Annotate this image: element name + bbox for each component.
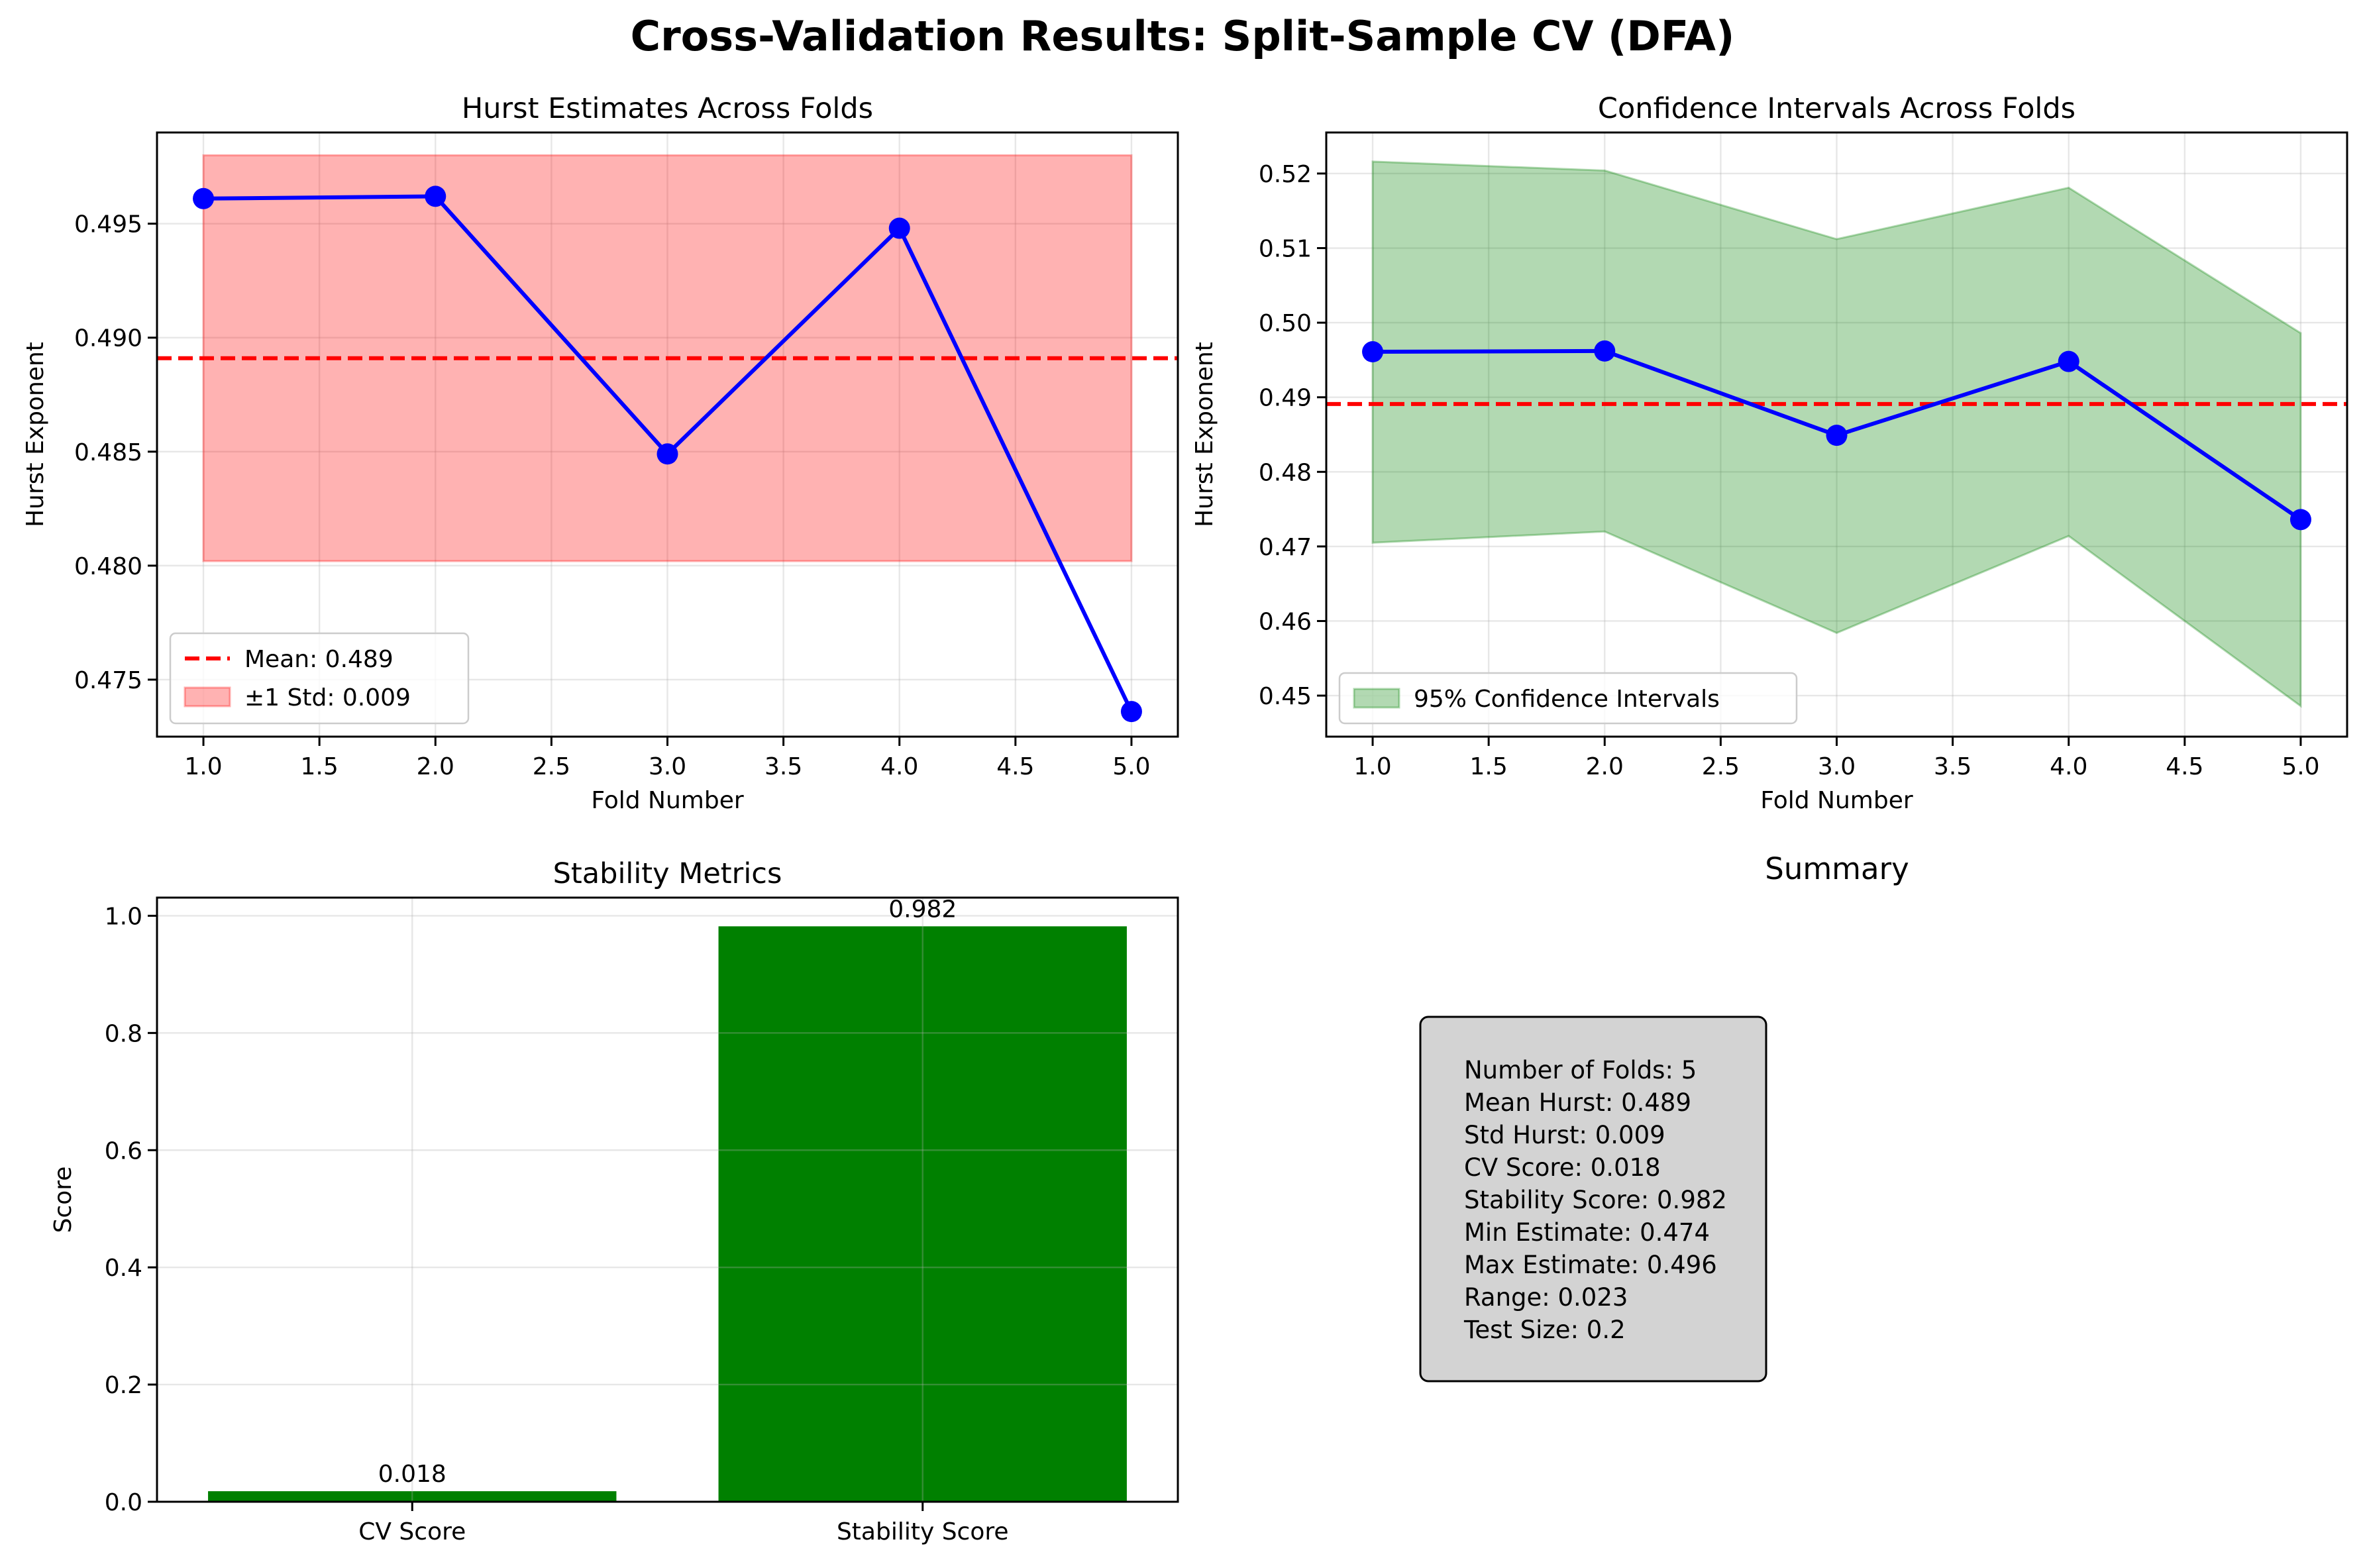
x-tick-label: 4.5	[996, 753, 1034, 780]
data-point	[1362, 341, 1384, 363]
x-tick-label: 3.5	[1934, 753, 1971, 780]
x-tick-label: 3.0	[1818, 753, 1856, 780]
y-axis-label: Score	[50, 1167, 77, 1233]
summary-line: Stability Score: 0.982	[1464, 1186, 1727, 1214]
y-tick-label: 0.47	[1259, 534, 1312, 561]
summary-lines: Number of Folds: 5 Mean Hurst: 0.489 Std H…	[1463, 1056, 1727, 1344]
y-tick-label: 0.45	[1259, 683, 1312, 710]
legend: Mean: 0.489 ±1 Std: 0.009	[169, 632, 470, 725]
x-tick-label: 4.0	[2050, 753, 2087, 780]
x-tick-label: 1.0	[184, 753, 222, 780]
stability-metrics-panel: 0.018 0.982 Stability Metrics CV Score Stabi…	[50, 857, 1179, 1545]
x-axis-label: Fold Number	[1760, 787, 1913, 814]
y-tick-label: 0.490	[74, 325, 142, 352]
y-tick-label: 0.51	[1259, 236, 1312, 263]
legend-box	[1338, 672, 1798, 725]
y-tick-label: 0.52	[1259, 161, 1312, 188]
axes-title: Confidence Intervals Across Folds	[1598, 92, 2076, 125]
x-tick-label: 4.0	[880, 753, 918, 780]
legend-entry-label: 95% Confidence Intervals	[1414, 686, 1720, 713]
axes-title: Stability Metrics	[553, 857, 782, 890]
data-point	[1594, 340, 1616, 362]
y-tick-label: 0.46	[1259, 608, 1312, 635]
confidence-intervals-panel: Confidence Intervals Across Folds 1.0 1.5 2…	[1191, 92, 2348, 814]
data-point	[657, 443, 678, 465]
x-tick-label: 4.5	[2166, 753, 2203, 780]
bar-value-label: 0.982	[888, 896, 957, 923]
y-tick-label: 0.480	[74, 553, 142, 580]
legend-band-swatch	[184, 686, 231, 707]
y-tick-label: 0.0	[105, 1489, 142, 1516]
y-tick-label: 0.6	[105, 1137, 142, 1165]
summary-line: Mean Hurst: 0.489	[1464, 1088, 1691, 1117]
x-tick-label: 1.0	[1353, 753, 1391, 780]
axes-frame	[156, 896, 1179, 1503]
data-point	[2289, 509, 2311, 531]
x-tick-label: 1.5	[1470, 753, 1508, 780]
y-axis-label: Hurst Exponent	[22, 342, 49, 527]
x-tick-label: 2.5	[533, 753, 570, 780]
x-tick-label: 5.0	[1112, 753, 1150, 780]
figure-title: Cross-Validation Results: Split-Sample C…	[631, 12, 1735, 60]
legend-box	[169, 632, 470, 725]
grid-lines	[157, 132, 1178, 737]
x-tick-label: 5.0	[2282, 753, 2319, 780]
summary-line: Test Size: 0.2	[1463, 1316, 1626, 1344]
y-tick-label: 1.0	[105, 903, 142, 930]
summary-line: Range: 0.023	[1464, 1283, 1628, 1312]
legend-band-swatch	[1353, 688, 1400, 709]
data-point	[888, 217, 910, 239]
x-tick-label: 2.0	[1586, 753, 1624, 780]
legend-entry-label: Mean: 0.489	[244, 646, 394, 673]
bar-cv-score	[208, 1491, 617, 1502]
x-tick-label: Stability Score	[837, 1518, 1009, 1545]
data-point	[425, 185, 447, 207]
summary-title: Summary	[1765, 851, 1909, 886]
data-point	[2058, 350, 2079, 372]
x-tick-label: 1.5	[301, 753, 339, 780]
x-tick-label: 2.0	[417, 753, 454, 780]
y-tick-label: 0.485	[74, 439, 142, 466]
x-tick-label: 3.0	[649, 753, 686, 780]
summary-panel: Number of Folds: 5 Mean Hurst: 0.489 Std H…	[1419, 1016, 1767, 1383]
bar-stability-score	[718, 926, 1127, 1502]
data-point	[193, 187, 215, 209]
data-point	[1826, 425, 1848, 446]
legend-entry-label: ±1 Std: 0.009	[244, 684, 411, 711]
data-point	[1120, 701, 1142, 723]
x-axis-label: Fold Number	[591, 787, 744, 814]
summary-line: Number of Folds: 5	[1464, 1056, 1697, 1084]
y-tick-label: 0.495	[74, 211, 142, 238]
y-axis-label: Hurst Exponent	[1191, 342, 1218, 527]
summary-box	[1419, 1016, 1767, 1383]
summary-line: CV Score: 0.018	[1464, 1153, 1661, 1182]
bar-value-label: 0.018	[378, 1461, 447, 1488]
y-tick-label: 0.2	[105, 1372, 142, 1399]
y-tick-label: 0.8	[105, 1020, 142, 1047]
x-tick-label: 2.5	[1702, 753, 1740, 780]
x-tick-label: CV Score	[358, 1518, 466, 1545]
legend: 95% Confidence Intervals	[1338, 672, 1798, 725]
y-tick-label: 0.4	[105, 1255, 142, 1282]
summary-line: Std Hurst: 0.009	[1464, 1121, 1665, 1149]
y-tick-label: 0.49	[1259, 385, 1312, 412]
summary-line: Min Estimate: 0.474	[1464, 1218, 1710, 1247]
hurst-estimates-panel: Hurst Estimates Across Folds 1.0 1.5 2.0 2.5…	[22, 92, 1179, 814]
y-tick-label: 0.475	[74, 667, 142, 694]
axes-title: Hurst Estimates Across Folds	[462, 92, 873, 125]
summary-line: Max Estimate: 0.496	[1464, 1251, 1717, 1279]
y-tick-label: 0.48	[1259, 459, 1312, 486]
x-tick-label: 3.5	[764, 753, 802, 780]
y-tick-label: 0.50	[1259, 310, 1312, 337]
